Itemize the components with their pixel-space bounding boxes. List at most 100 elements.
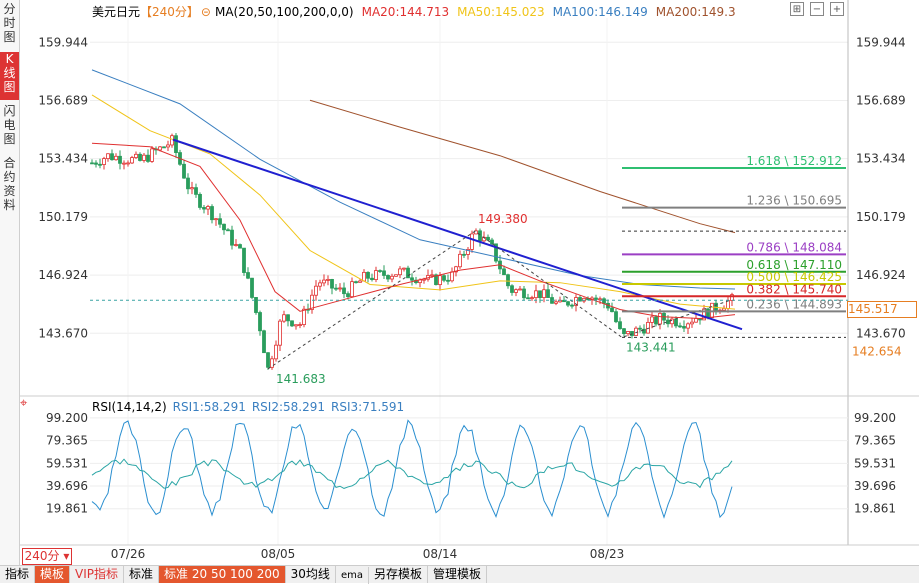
candle <box>694 318 698 323</box>
fibonacci-levels: 1.618 \ 152.912 1.236 \ 150.695 0.786 \ 14… <box>622 154 846 338</box>
ma100-line <box>91 69 736 290</box>
tab-30ma[interactable]: 30均线 <box>286 566 336 583</box>
candle <box>90 162 94 165</box>
candle <box>454 266 458 273</box>
candle <box>518 288 522 291</box>
price-tick-right: 150.179 <box>856 210 906 224</box>
candle <box>374 270 378 280</box>
chart-type-sidebar: 分时图 K线图 闪电图 合约资料 <box>0 0 20 565</box>
candle <box>478 230 482 242</box>
tab-standard[interactable]: 标准 <box>124 566 160 583</box>
zoom-out-icon[interactable]: − <box>810 2 824 16</box>
tab-templates[interactable]: 模板 <box>35 566 71 583</box>
ref-price-label: 142.654 <box>852 344 902 358</box>
period-selector[interactable]: 240分 ▾ <box>22 548 72 565</box>
tab-contract-info[interactable]: 合约资料 <box>3 156 16 212</box>
candle <box>278 320 282 346</box>
candle <box>618 321 622 330</box>
candle <box>130 157 134 164</box>
candle <box>502 268 506 276</box>
rsi-tick-right: 39.696 <box>854 479 896 493</box>
candle <box>538 290 542 298</box>
rsi1-value: RSI1:58.291 <box>172 400 246 414</box>
crosshair-icon[interactable]: ⌖ <box>20 396 28 411</box>
candle <box>594 297 598 300</box>
candle <box>186 177 190 190</box>
candle <box>166 144 170 148</box>
rsi-label: RSI(14,14,2) <box>92 400 167 414</box>
rsi-tick-left: 39.696 <box>46 479 88 493</box>
candle <box>286 314 290 322</box>
candle <box>602 298 606 304</box>
zoom-in-icon[interactable]: + <box>830 2 844 16</box>
candle <box>474 230 478 235</box>
price-tick-left: 150.179 <box>38 210 88 224</box>
rsi2-value: RSI2:58.291 <box>251 400 326 414</box>
candle <box>262 330 266 354</box>
candle <box>190 187 194 190</box>
tab-flash[interactable]: 闪电图 <box>3 104 16 146</box>
moving-averages: 149.380 141.683 143.441 <box>91 69 743 386</box>
price-tick-right: 143.670 <box>856 326 906 340</box>
candle <box>530 297 534 300</box>
price-tick-left: 156.689 <box>38 93 88 107</box>
tab-kline[interactable]: K线图 <box>0 52 19 100</box>
candle <box>194 187 198 195</box>
settings-icon[interactable]: ⊝ <box>200 5 211 19</box>
candle <box>118 155 122 164</box>
candle <box>162 146 166 149</box>
price-tick-right: 146.924 <box>856 268 906 282</box>
candle <box>258 312 262 332</box>
tab-save-template[interactable]: 另存模板 <box>369 566 428 583</box>
candle <box>638 327 642 330</box>
candle <box>142 154 146 161</box>
candles <box>90 132 734 370</box>
candle <box>570 304 574 307</box>
rsi3-value: RSI3:71.591 <box>331 400 405 414</box>
rsi-tick-left: 79.365 <box>46 434 88 448</box>
tab-timeshare[interactable]: 分时图 <box>3 2 16 44</box>
candle <box>290 320 294 327</box>
grid-icon[interactable]: ⊞ <box>790 2 804 16</box>
tab-vip[interactable]: VIP指标 <box>70 566 125 583</box>
trend-line <box>172 138 743 331</box>
time-tick: 08/23 <box>590 547 625 561</box>
candle <box>598 298 602 301</box>
candle <box>514 289 518 293</box>
candle <box>358 280 362 283</box>
candle <box>706 308 710 318</box>
candle <box>230 229 234 246</box>
tab-ema[interactable]: ema <box>336 567 369 584</box>
candle <box>222 223 226 231</box>
candle <box>366 271 370 279</box>
tab-standard-ma[interactable]: 标准 20 50 100 200 <box>159 566 286 583</box>
candle <box>214 218 218 221</box>
candle <box>710 302 714 318</box>
candle <box>670 318 674 325</box>
candle <box>410 277 414 281</box>
fib-label: 0.382 \ 145.740 <box>746 282 842 296</box>
fib-label: 1.618 \ 152.912 <box>746 154 842 168</box>
candle <box>666 319 670 325</box>
current-price-box: 145.517 <box>847 301 917 318</box>
price-tick-left: 143.670 <box>38 326 88 340</box>
candle <box>398 268 402 276</box>
candle <box>566 301 570 306</box>
candle <box>450 271 454 282</box>
candle <box>202 207 206 210</box>
candle <box>646 321 650 334</box>
candle <box>218 218 222 225</box>
ma20-value: MA20:144.713 <box>361 5 450 19</box>
candle <box>442 275 446 281</box>
rsi-tick-right: 59.531 <box>854 456 896 470</box>
candle <box>246 272 250 279</box>
candle <box>106 153 110 160</box>
candle <box>686 323 690 329</box>
candle <box>674 318 678 327</box>
candle <box>678 325 682 328</box>
tab-indicators[interactable]: 指标 <box>0 566 36 583</box>
fib-label: 0.786 \ 148.084 <box>746 240 842 254</box>
candle <box>610 307 614 313</box>
tab-manage-template[interactable]: 管理模板 <box>428 566 487 583</box>
